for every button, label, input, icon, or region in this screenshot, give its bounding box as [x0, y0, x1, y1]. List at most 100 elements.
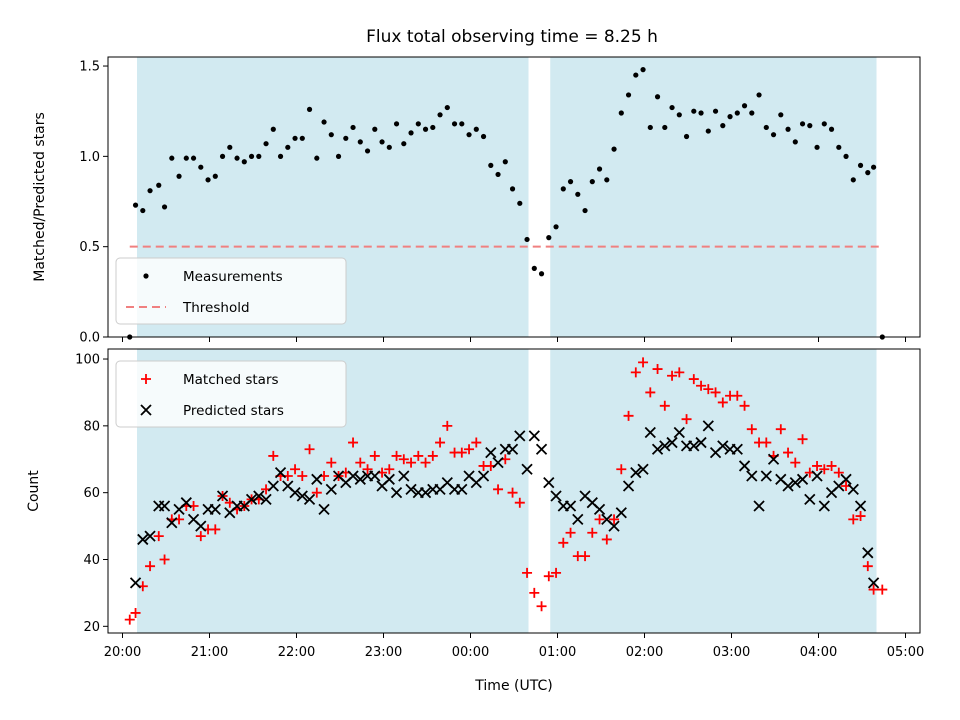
y-tick-label: 100: [75, 353, 100, 368]
measurement-point: [814, 144, 820, 150]
x-tick-label: 22:00: [278, 645, 315, 660]
y-tick-label: 80: [83, 419, 100, 434]
matched-star-point: [124, 614, 135, 625]
measurement-point: [502, 159, 508, 165]
predicted-star-point: [550, 490, 562, 502]
predicted-star-point: [166, 517, 178, 529]
predicted-star-point: [651, 443, 664, 455]
predicted-star-point: [158, 500, 171, 512]
predicted-star-point: [485, 446, 497, 459]
predicted-star-point: [738, 460, 751, 472]
legend-box: [115, 257, 347, 325]
measurement-point: [836, 144, 842, 150]
matched-star-point: [868, 584, 879, 595]
x-tick-label: 01:00: [539, 645, 576, 660]
matched-star-point: [797, 434, 808, 445]
measurement-point: [524, 236, 530, 243]
measurement-point: [604, 177, 610, 183]
measurement-point: [625, 92, 632, 98]
top-shaded-intervals: [137, 57, 877, 337]
measurement-point: [741, 103, 748, 109]
matched-star-point: [355, 457, 366, 468]
top-axes-frame: [107, 56, 921, 338]
matched-star-point: [464, 444, 475, 455]
matched-star-point: [812, 460, 823, 471]
predicted-star-point: [702, 420, 714, 432]
measurement-point: [147, 188, 153, 194]
measurement-point: [647, 124, 653, 131]
matched-star-point: [427, 450, 438, 461]
predicted-star-point: [847, 483, 859, 495]
measurement-point: [705, 128, 711, 134]
matched-star-point: [580, 551, 591, 562]
measurement-point: [335, 153, 342, 159]
matched-star-point: [739, 400, 750, 411]
matched-star-point: [398, 454, 409, 465]
bottom-y-axis-label: Count: [26, 470, 42, 512]
measurement-point: [169, 155, 175, 161]
matched-star-point: [543, 571, 554, 582]
measurement-point: [451, 121, 458, 127]
measurement-point: [749, 110, 755, 116]
x-tick-label: 03:00: [713, 645, 750, 660]
predicted-star-point: [492, 456, 504, 469]
predicted-star-point: [245, 493, 258, 505]
measurement-point: [156, 182, 162, 188]
measurement-point: [633, 72, 639, 78]
predicted-star-point: [535, 443, 548, 455]
measurement-point: [408, 130, 414, 136]
measurement-point: [314, 155, 320, 161]
legend-box: [115, 360, 347, 428]
predicted-star-point: [274, 466, 287, 479]
y-tick-label: 20: [83, 620, 100, 635]
predicted-star-point: [354, 473, 366, 485]
measurement-point: [669, 104, 675, 111]
predicted-star-point: [260, 493, 272, 505]
top-series-marks: [127, 67, 885, 340]
predicted-star-point: [311, 473, 323, 485]
measurement-point: [538, 271, 545, 277]
measurement-point: [176, 173, 182, 179]
matched-star-point: [601, 534, 612, 545]
predicted-star-point: [195, 520, 207, 532]
matched-star-point: [514, 497, 525, 508]
predicted-star-point: [390, 487, 403, 499]
predicted-star-point: [622, 480, 635, 492]
predicted-star-point: [289, 487, 301, 499]
predicted-star-point: [666, 436, 678, 449]
matched-star-point: [565, 527, 576, 538]
predicted-star-point: [717, 440, 729, 452]
measurement-point: [415, 121, 421, 127]
matched-star-point: [391, 450, 402, 461]
matched-star-point: [819, 464, 830, 475]
measurement-point: [821, 121, 827, 127]
y-tick-label: 60: [83, 486, 100, 501]
matched-star-point: [210, 524, 221, 535]
measurement-point: [778, 112, 784, 118]
predicted-star-point: [521, 463, 533, 475]
measurement-point: [546, 235, 552, 241]
predicted-star-point: [767, 453, 780, 465]
matched-star-point: [790, 457, 801, 468]
predicted-star-point: [318, 503, 330, 516]
predicted-star-point: [267, 480, 279, 492]
x-tick-label: 23:00: [365, 645, 402, 660]
x-tick-label: 02:00: [626, 645, 663, 660]
measurement-point: [560, 186, 566, 192]
top-legend: Measurements Threshold: [115, 257, 347, 325]
measurement-point: [364, 148, 371, 154]
matched-star-point: [833, 467, 844, 478]
matched-star-point: [362, 464, 373, 475]
matched-star-point: [153, 531, 164, 542]
matched-star-point: [529, 587, 540, 598]
predicted-star-point: [746, 470, 758, 482]
legend-entry-label: Threshold: [182, 300, 250, 316]
matched-star-point: [862, 561, 873, 572]
predicted-star-point: [137, 533, 149, 546]
matched-star-point: [304, 444, 315, 455]
chart-title: Flux total observing time = 8.25 h: [366, 27, 658, 47]
predicted-star-point: [253, 490, 265, 502]
measurement-point: [727, 114, 733, 120]
x-axis-label: Time (UTC): [474, 678, 552, 694]
